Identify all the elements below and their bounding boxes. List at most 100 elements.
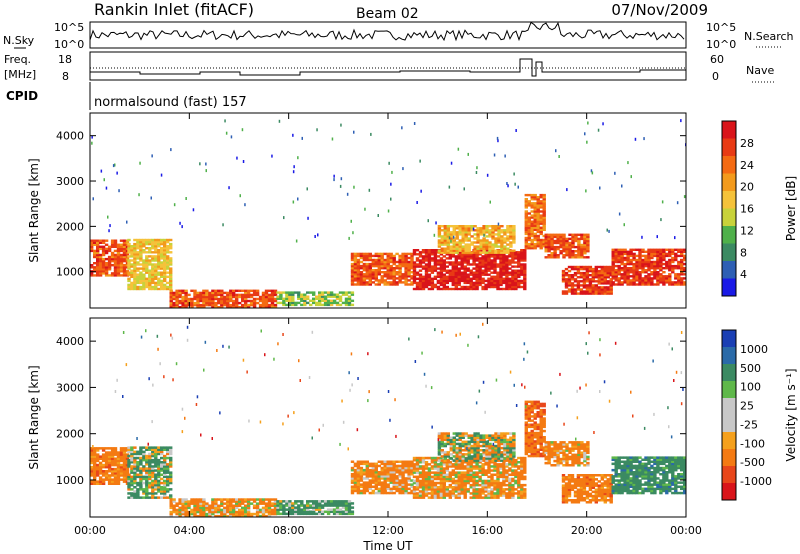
heat-cell	[647, 260, 651, 264]
heat-cell	[457, 255, 461, 258]
heat-cell	[461, 247, 465, 250]
heat-cell	[362, 491, 367, 495]
heat-cell	[620, 258, 624, 262]
heat-cell	[641, 260, 645, 264]
heat-cell	[442, 483, 446, 487]
heat-cell	[344, 504, 349, 507]
heat-cell	[104, 262, 109, 265]
heat-speckle	[420, 189, 422, 193]
heat-cell	[576, 284, 581, 287]
heat-cell	[252, 299, 257, 303]
heat-cell	[457, 471, 461, 474]
heat-cell	[442, 267, 446, 270]
heat-cell	[368, 279, 372, 282]
heat-cell	[193, 508, 197, 512]
heat-cell	[113, 480, 118, 483]
heat-cell	[475, 488, 479, 491]
heat-cell	[451, 473, 455, 476]
heat-cell	[261, 303, 266, 307]
heat-cell	[662, 279, 666, 282]
heat-cell	[421, 257, 426, 260]
heat-cell	[433, 261, 438, 264]
heat-cell	[565, 254, 569, 257]
heat-cell	[626, 267, 630, 270]
heat-cell	[107, 459, 112, 463]
heat-cell	[133, 242, 137, 246]
heat-cell	[460, 461, 464, 464]
heat-cell	[139, 259, 143, 262]
heat-cell	[220, 512, 224, 516]
heat-cell	[469, 479, 473, 483]
heat-cell	[527, 193, 531, 197]
heat-cell	[130, 285, 134, 289]
heat-cell	[517, 475, 521, 479]
heat-cell	[217, 297, 221, 301]
heat-cell	[497, 249, 501, 252]
heat-cell	[297, 504, 301, 507]
heat-cell	[145, 477, 149, 481]
heat-cell	[172, 297, 176, 301]
heat-cell	[169, 293, 173, 297]
heat-cell	[335, 502, 340, 505]
heat-cell	[309, 512, 313, 516]
heat-cell	[635, 271, 639, 274]
heat-cell	[496, 463, 500, 466]
heat-cell	[570, 267, 575, 271]
heat-cell	[437, 245, 442, 248]
heat-cell	[418, 473, 423, 476]
heat-cell	[632, 273, 636, 276]
heat-cell	[484, 486, 488, 489]
heat-cell	[493, 275, 497, 278]
heat-cell	[371, 269, 375, 272]
heat-cell	[614, 279, 618, 282]
heat-cell	[460, 255, 464, 258]
heat-cell	[395, 460, 399, 463]
heat-cell	[389, 273, 393, 276]
heat-cell	[217, 289, 221, 292]
heat-cell	[579, 271, 584, 275]
beam-title: Beam 02	[356, 6, 419, 22]
heat-cell	[472, 253, 476, 256]
heat-cell	[421, 488, 426, 491]
heat-cell	[238, 498, 242, 501]
heat-cell	[469, 273, 473, 276]
heat-cell	[157, 267, 161, 270]
heat-cell	[565, 241, 569, 245]
heat-cell	[326, 508, 331, 511]
heat-cell	[439, 267, 444, 270]
heat-cell	[502, 265, 506, 268]
heat-cell	[437, 249, 442, 252]
heat-cell	[163, 267, 167, 270]
heat-cell	[662, 250, 666, 253]
heat-cell	[113, 476, 118, 479]
heat-cell	[127, 287, 131, 291]
heat-cell	[454, 473, 458, 476]
heat-cell	[142, 281, 146, 285]
heat-cell	[499, 475, 503, 479]
heat-speckle	[292, 200, 295, 204]
heat-cell	[368, 254, 372, 258]
heat-cell	[119, 459, 124, 463]
heat-cell	[597, 292, 601, 295]
heat-cell	[451, 490, 455, 493]
heat-cell	[473, 233, 477, 236]
heat-cell	[665, 279, 669, 282]
heat-cell	[93, 243, 97, 246]
heat-cell	[457, 467, 461, 470]
heat-cell	[496, 479, 500, 483]
heat-cell	[626, 256, 630, 260]
heat-cell	[576, 286, 581, 289]
heat-cell	[214, 295, 218, 299]
heat-cell	[398, 258, 402, 262]
heat-cell	[178, 510, 182, 514]
heat-cell	[530, 232, 534, 236]
heat-cell	[380, 254, 384, 258]
heat-cell	[220, 301, 224, 305]
heat-cell	[517, 494, 521, 497]
heat-cell	[297, 295, 301, 298]
heat-cell	[567, 274, 572, 277]
heat-cell	[412, 458, 417, 462]
heat-cell	[386, 460, 390, 463]
heat-cell	[347, 504, 352, 507]
heat-cell	[151, 479, 155, 483]
